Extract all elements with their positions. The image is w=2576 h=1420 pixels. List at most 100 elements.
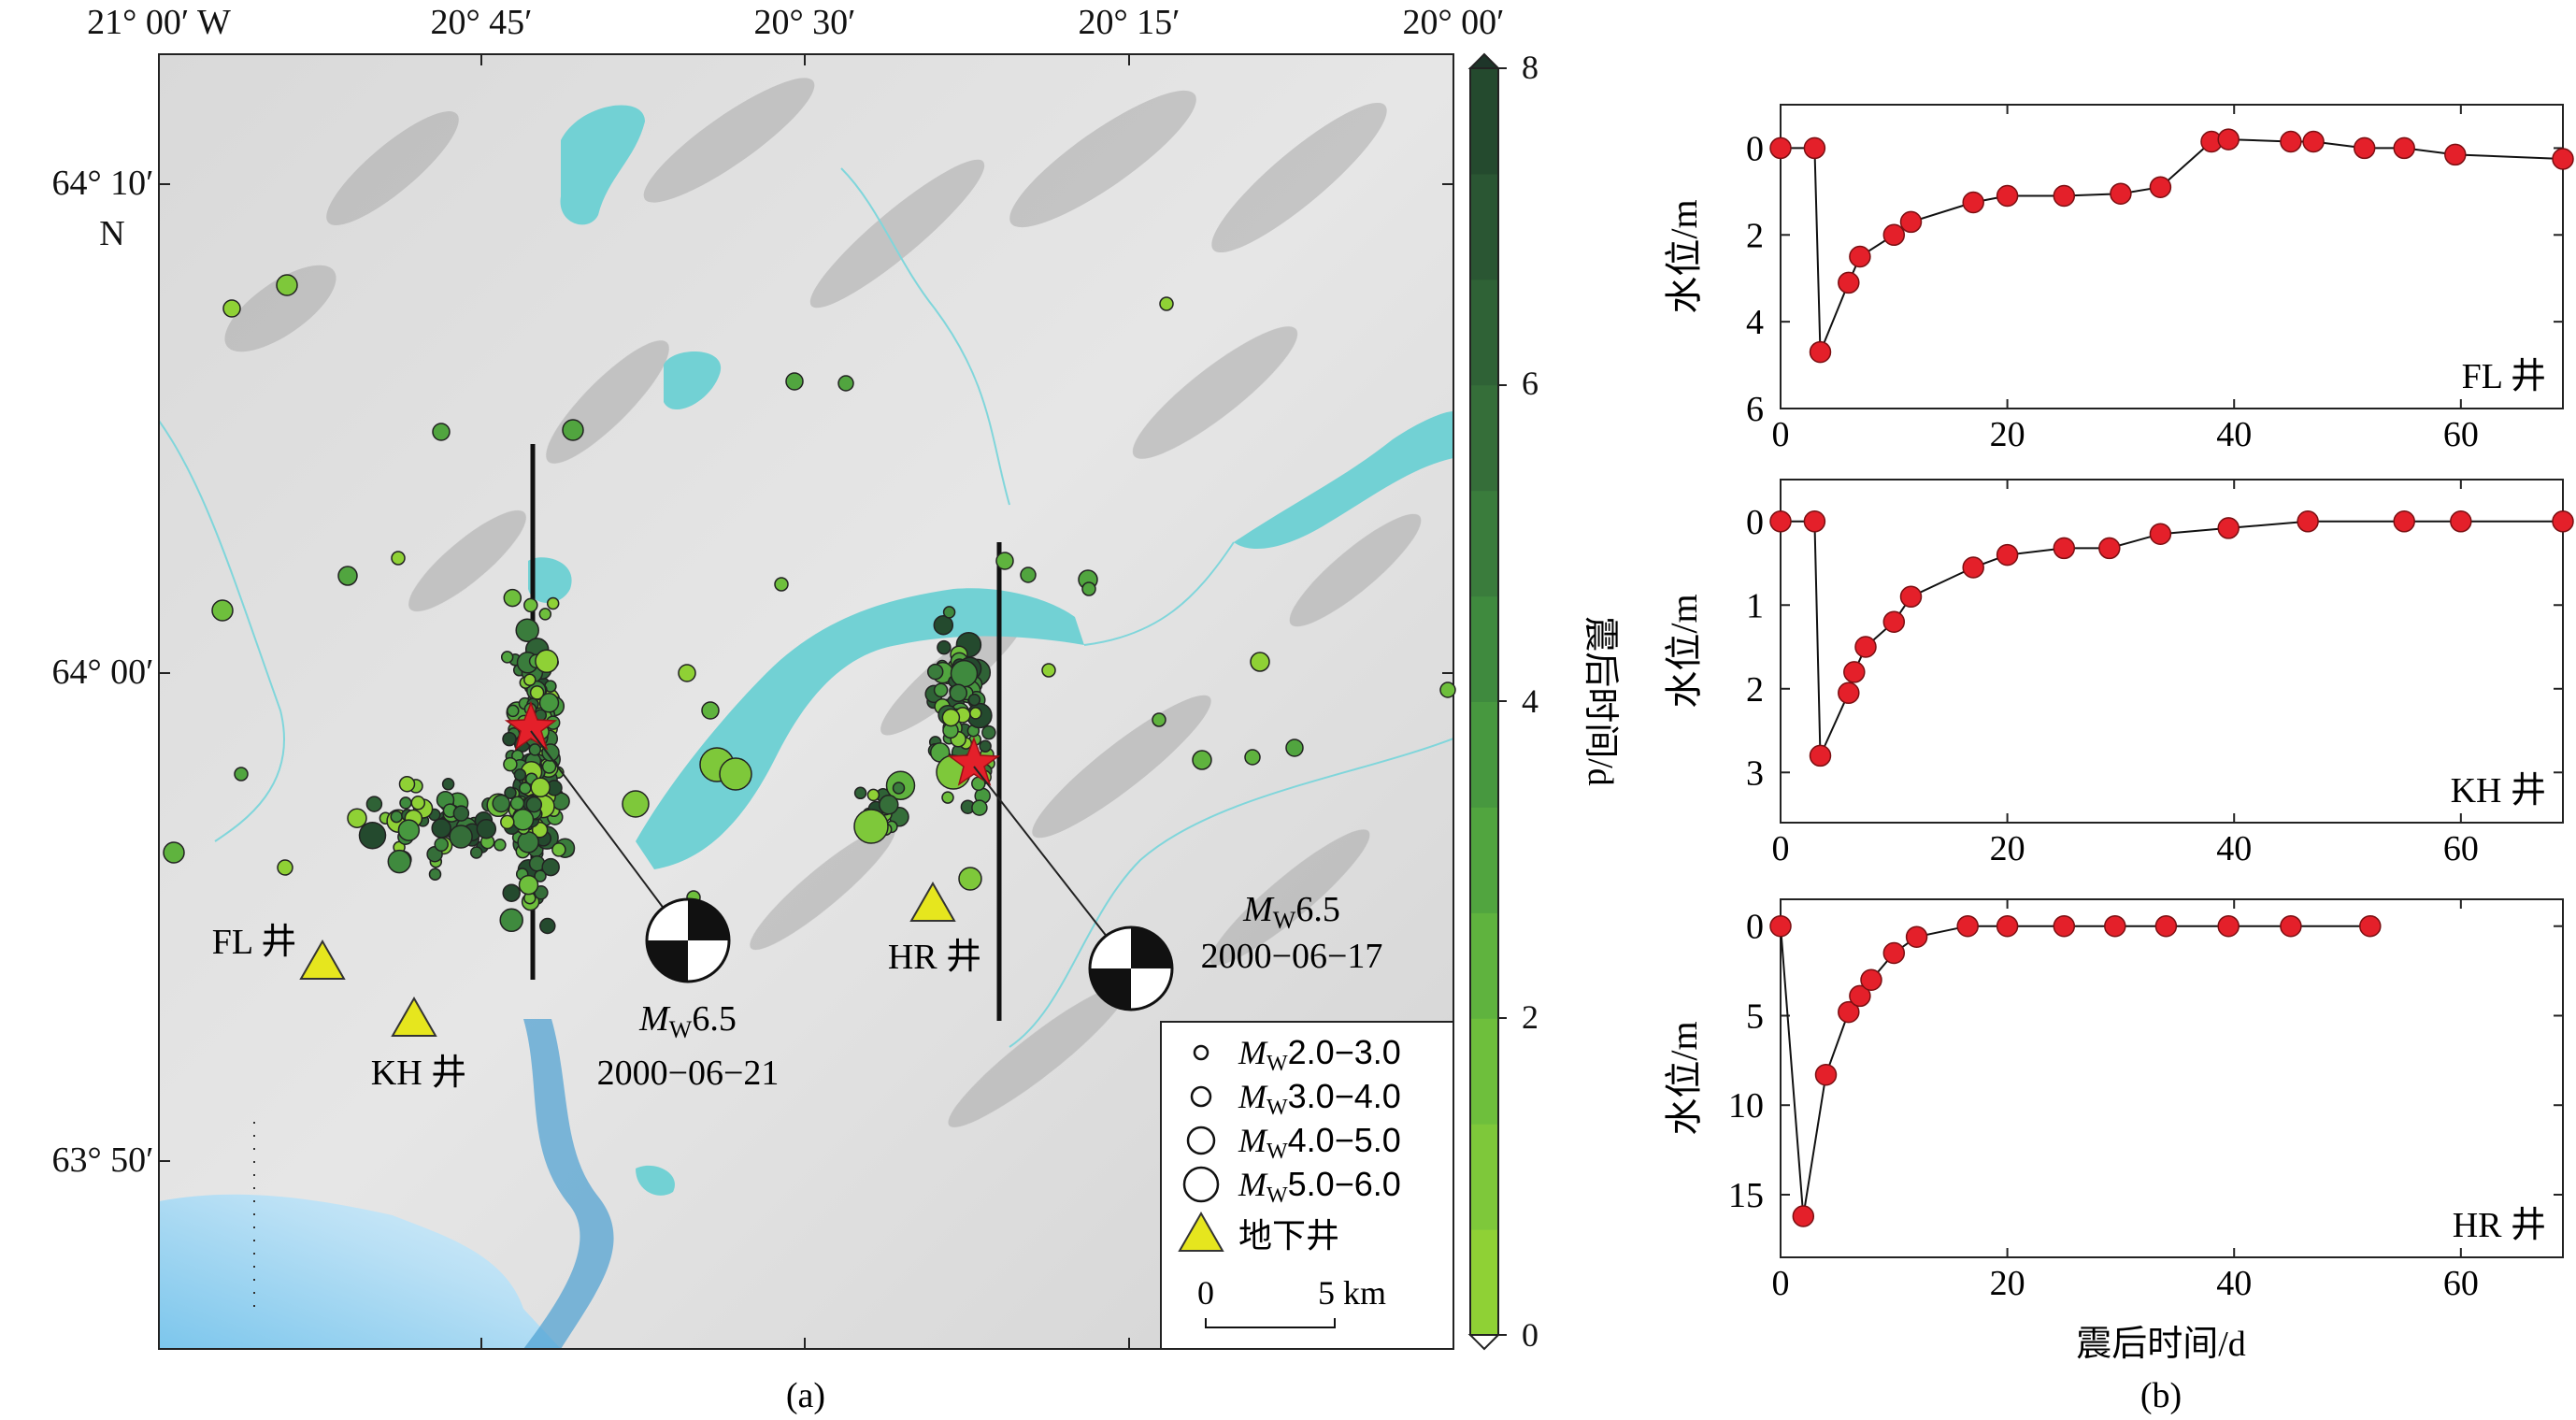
earthquake-dot (492, 794, 510, 813)
data-point (2552, 148, 2574, 170)
earthquake-dot (892, 782, 906, 795)
earthquake-dot (515, 618, 539, 642)
data-point (2302, 130, 2325, 153)
earthquake-dot (941, 791, 954, 804)
y-tick-label: 0 (1746, 908, 1764, 947)
earthquake-dot (1081, 581, 1096, 596)
colorbar-band (1470, 279, 1498, 386)
earthquake-dot (534, 869, 547, 882)
earthquake-dot (434, 837, 449, 853)
earthquake-dot (969, 707, 982, 720)
data-point (1882, 610, 1906, 633)
data-point (1882, 223, 1906, 247)
earthquake-dot (981, 724, 996, 740)
earthquake-dot (866, 788, 880, 802)
earthquake-dot (530, 777, 551, 798)
legend-size-label: MW4.0−5.0 (1238, 1121, 1401, 1164)
data-point (1838, 271, 1860, 294)
focal-mechanism-east (1088, 925, 1174, 1011)
earthquake-dot (387, 849, 412, 874)
earthquake-dot (785, 372, 804, 391)
data-point (1996, 184, 2019, 208)
earthquake-dot (967, 693, 981, 707)
x-tick-label: 60 (2443, 1264, 2479, 1303)
data-point (2149, 523, 2172, 545)
data-point (2552, 510, 2574, 533)
earthquake-dot (390, 810, 403, 824)
data-point (2110, 182, 2132, 205)
data-point (2444, 143, 2467, 166)
colorbar-band (1470, 1018, 1498, 1125)
earthquake-dot (942, 606, 956, 619)
earthquake-dot (622, 790, 650, 818)
top-tick-label: 20° 30′ (753, 3, 855, 42)
earthquake-dot (509, 796, 525, 811)
earthquake-dot (504, 786, 517, 799)
earthquake-dot (562, 419, 584, 441)
earthquake-dot (541, 857, 560, 877)
earthquake-dot (513, 768, 527, 782)
axes-frame (1780, 898, 2564, 1258)
top-tick-label: 21° 00′ W (87, 3, 231, 42)
x-tick-label: 0 (1772, 1264, 1790, 1303)
earthquake-dot (523, 597, 538, 613)
x-tick-label: 20 (1990, 415, 2025, 454)
event-date-west: 2000−06−21 (597, 1054, 780, 1093)
data-point (1962, 191, 1984, 214)
y-tick-label: 10 (1728, 1086, 1764, 1126)
earthquake-dots (163, 274, 1456, 935)
data-point (1769, 914, 1792, 938)
earthquake-dot (365, 796, 383, 812)
y-tick-label: 2 (1746, 216, 1764, 255)
data-point (1899, 210, 1923, 234)
earthquake-dot (546, 596, 560, 610)
earthquake-dot (441, 778, 455, 791)
y-axis-label: 水位/m (1663, 1021, 1705, 1135)
earthquake-dot (525, 796, 543, 813)
colorbar-tick: 4 (1522, 682, 1538, 720)
data-point (2280, 130, 2302, 153)
data-point (2359, 914, 2382, 938)
well-marker-hr (909, 881, 956, 922)
series-line (1780, 925, 2370, 1217)
top-tick-label: 20° 45′ (430, 3, 532, 42)
earthquake-dot (276, 274, 298, 296)
y-axis-label: 水位/m (1663, 594, 1705, 708)
data-point (1882, 941, 1906, 965)
panel-a-caption: (a) (786, 1376, 825, 1415)
data-point (1956, 914, 1979, 938)
y-axis-label: 水位/m (1663, 199, 1705, 313)
water-level-chart: 0 20 40 60 0 5 10 15 水位/m HR 井 (1663, 898, 2564, 1303)
data-point (1860, 968, 1882, 991)
earthquake-dot (431, 818, 451, 839)
legend-size-label: MW2.0−3.0 (1238, 1033, 1401, 1076)
earthquake-dot (432, 423, 451, 441)
well-marker-fl (299, 939, 346, 980)
earthquake-dot (853, 809, 889, 844)
x-tick-label: 60 (2443, 415, 2479, 454)
earthquake-dot (853, 786, 867, 800)
earthquake-dot (391, 551, 406, 566)
colorbar-title: 震后时间/d (1581, 616, 1620, 786)
earthquake-dot (933, 614, 954, 636)
data-point (2053, 914, 2076, 938)
data-point (2297, 510, 2319, 533)
event-date-east: 2000−06−17 (1201, 937, 1383, 976)
data-point (2154, 914, 2178, 938)
data-point (1814, 1063, 1838, 1086)
colorbar-band (1470, 807, 1498, 913)
axes-frame (1780, 104, 2564, 409)
data-point (1803, 510, 1826, 533)
map-frame (158, 53, 1454, 1350)
data-point (1849, 245, 1871, 268)
earthquake-dot (1020, 567, 1037, 583)
top-tick-label: 20° 15′ (1078, 3, 1180, 42)
earthquake-dot (499, 908, 523, 933)
colorbar-band (1470, 701, 1498, 808)
earthquake-dot (937, 639, 952, 655)
panel-b-caption: (b) (2140, 1376, 2182, 1415)
series-name-label: KH 井 (2451, 771, 2546, 810)
panel-b-xlabel: 震后时间/d (2076, 1325, 2246, 1364)
data-point (1809, 744, 1832, 767)
